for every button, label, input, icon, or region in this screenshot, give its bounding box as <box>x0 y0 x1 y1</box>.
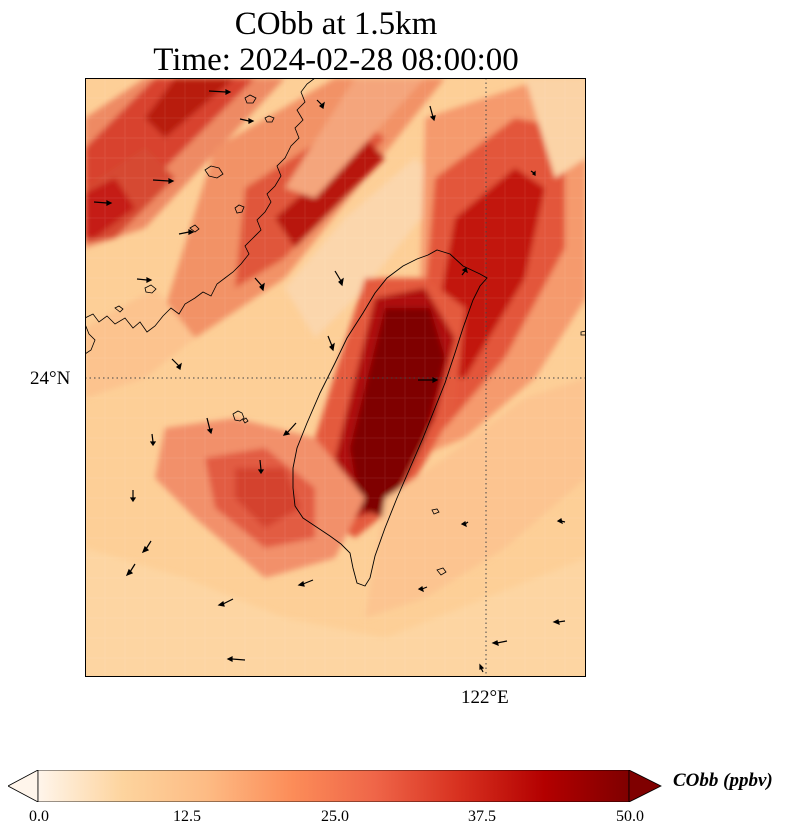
gridlines <box>85 78 586 677</box>
orchid-island <box>436 567 447 576</box>
taiwan-island-outline <box>292 249 488 587</box>
colorbar-tick-4: 50.0 <box>616 808 644 825</box>
longitude-label: 122°E <box>461 687 509 708</box>
map-panel <box>85 78 586 677</box>
colorbar-min-extension <box>8 770 39 802</box>
colorbar-tick-2: 25.0 <box>321 808 349 825</box>
colorbar-tick-3: 37.5 <box>468 808 496 825</box>
colorbar <box>8 770 662 802</box>
colorbar-tick-1: 12.5 <box>173 808 201 825</box>
colorbar-label: CObb (ppbv) <box>673 770 773 791</box>
coastal-islands <box>114 94 275 313</box>
colorbar-gradient <box>37 770 630 802</box>
penghu-islands <box>232 410 249 424</box>
east-islet <box>580 330 586 336</box>
concentration-field <box>85 78 586 677</box>
latitude-label: 24°N <box>30 368 71 389</box>
colorbar-max-extension <box>628 770 662 802</box>
map-time: Time: 2024-02-28 08:00:00 <box>153 42 519 78</box>
wind-vectors <box>93 89 566 673</box>
colorbar-tick-0: 0.0 <box>29 808 49 825</box>
china-coastline <box>85 78 316 355</box>
map-title: CObb at 1.5km <box>234 6 438 42</box>
green-island <box>431 508 440 515</box>
